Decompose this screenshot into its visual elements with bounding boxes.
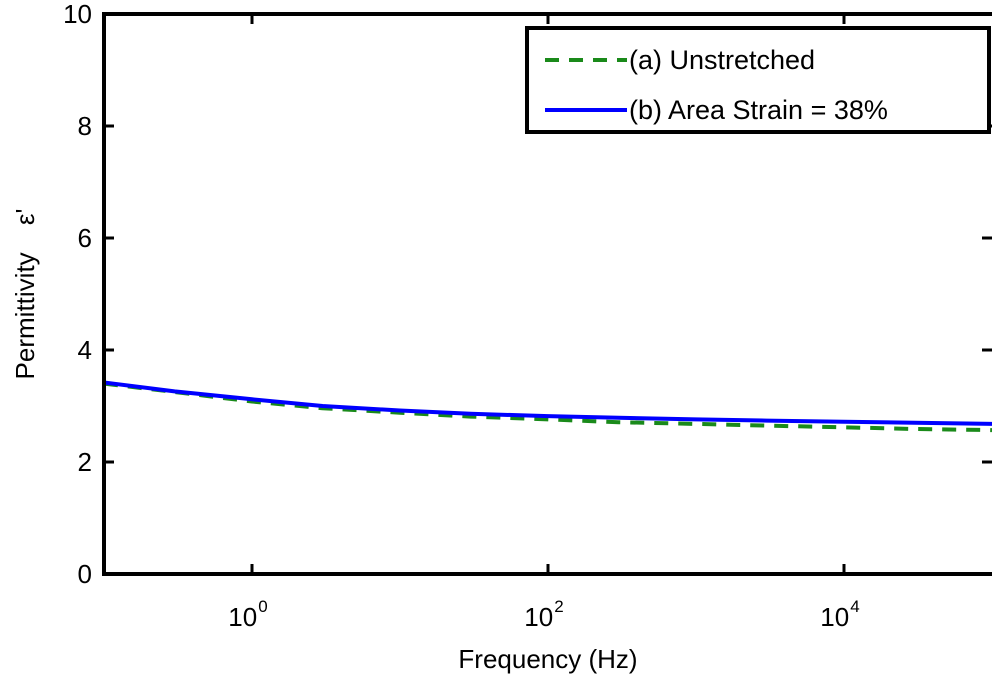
y-tick-label-2: 2	[78, 447, 92, 477]
series-line-1	[104, 381, 992, 433]
legend-box	[525, 26, 991, 134]
legend: (a) Unstretched (b) Area Strain = 38%	[525, 26, 991, 134]
x-axis-label: Frequency (Hz)	[458, 644, 637, 674]
y-axis-symbol: ε'	[10, 209, 40, 226]
y-tick-label-6: 6	[78, 223, 92, 253]
y-tick-label-4: 4	[78, 335, 92, 365]
x-tick-label-2: 104	[820, 597, 859, 632]
x-tick-label-1: 102	[524, 597, 563, 632]
legend-label-2: (b) Area Strain = 38%	[629, 95, 888, 125]
y-tick-label-10: 10	[63, 0, 92, 29]
svg-text:Permittivity ε': Permittivity ε'	[10, 209, 40, 380]
series-line-2	[104, 380, 992, 426]
y-tick-label-8: 8	[78, 111, 92, 141]
y-axis-label-group: Permittivity ε'	[10, 209, 40, 380]
x-tick-label-0: 100	[228, 597, 267, 632]
y-tick-label-0: 0	[78, 559, 92, 589]
legend-label-1: (a) Unstretched	[629, 45, 815, 75]
y-axis-label: Permittivity	[10, 252, 40, 379]
